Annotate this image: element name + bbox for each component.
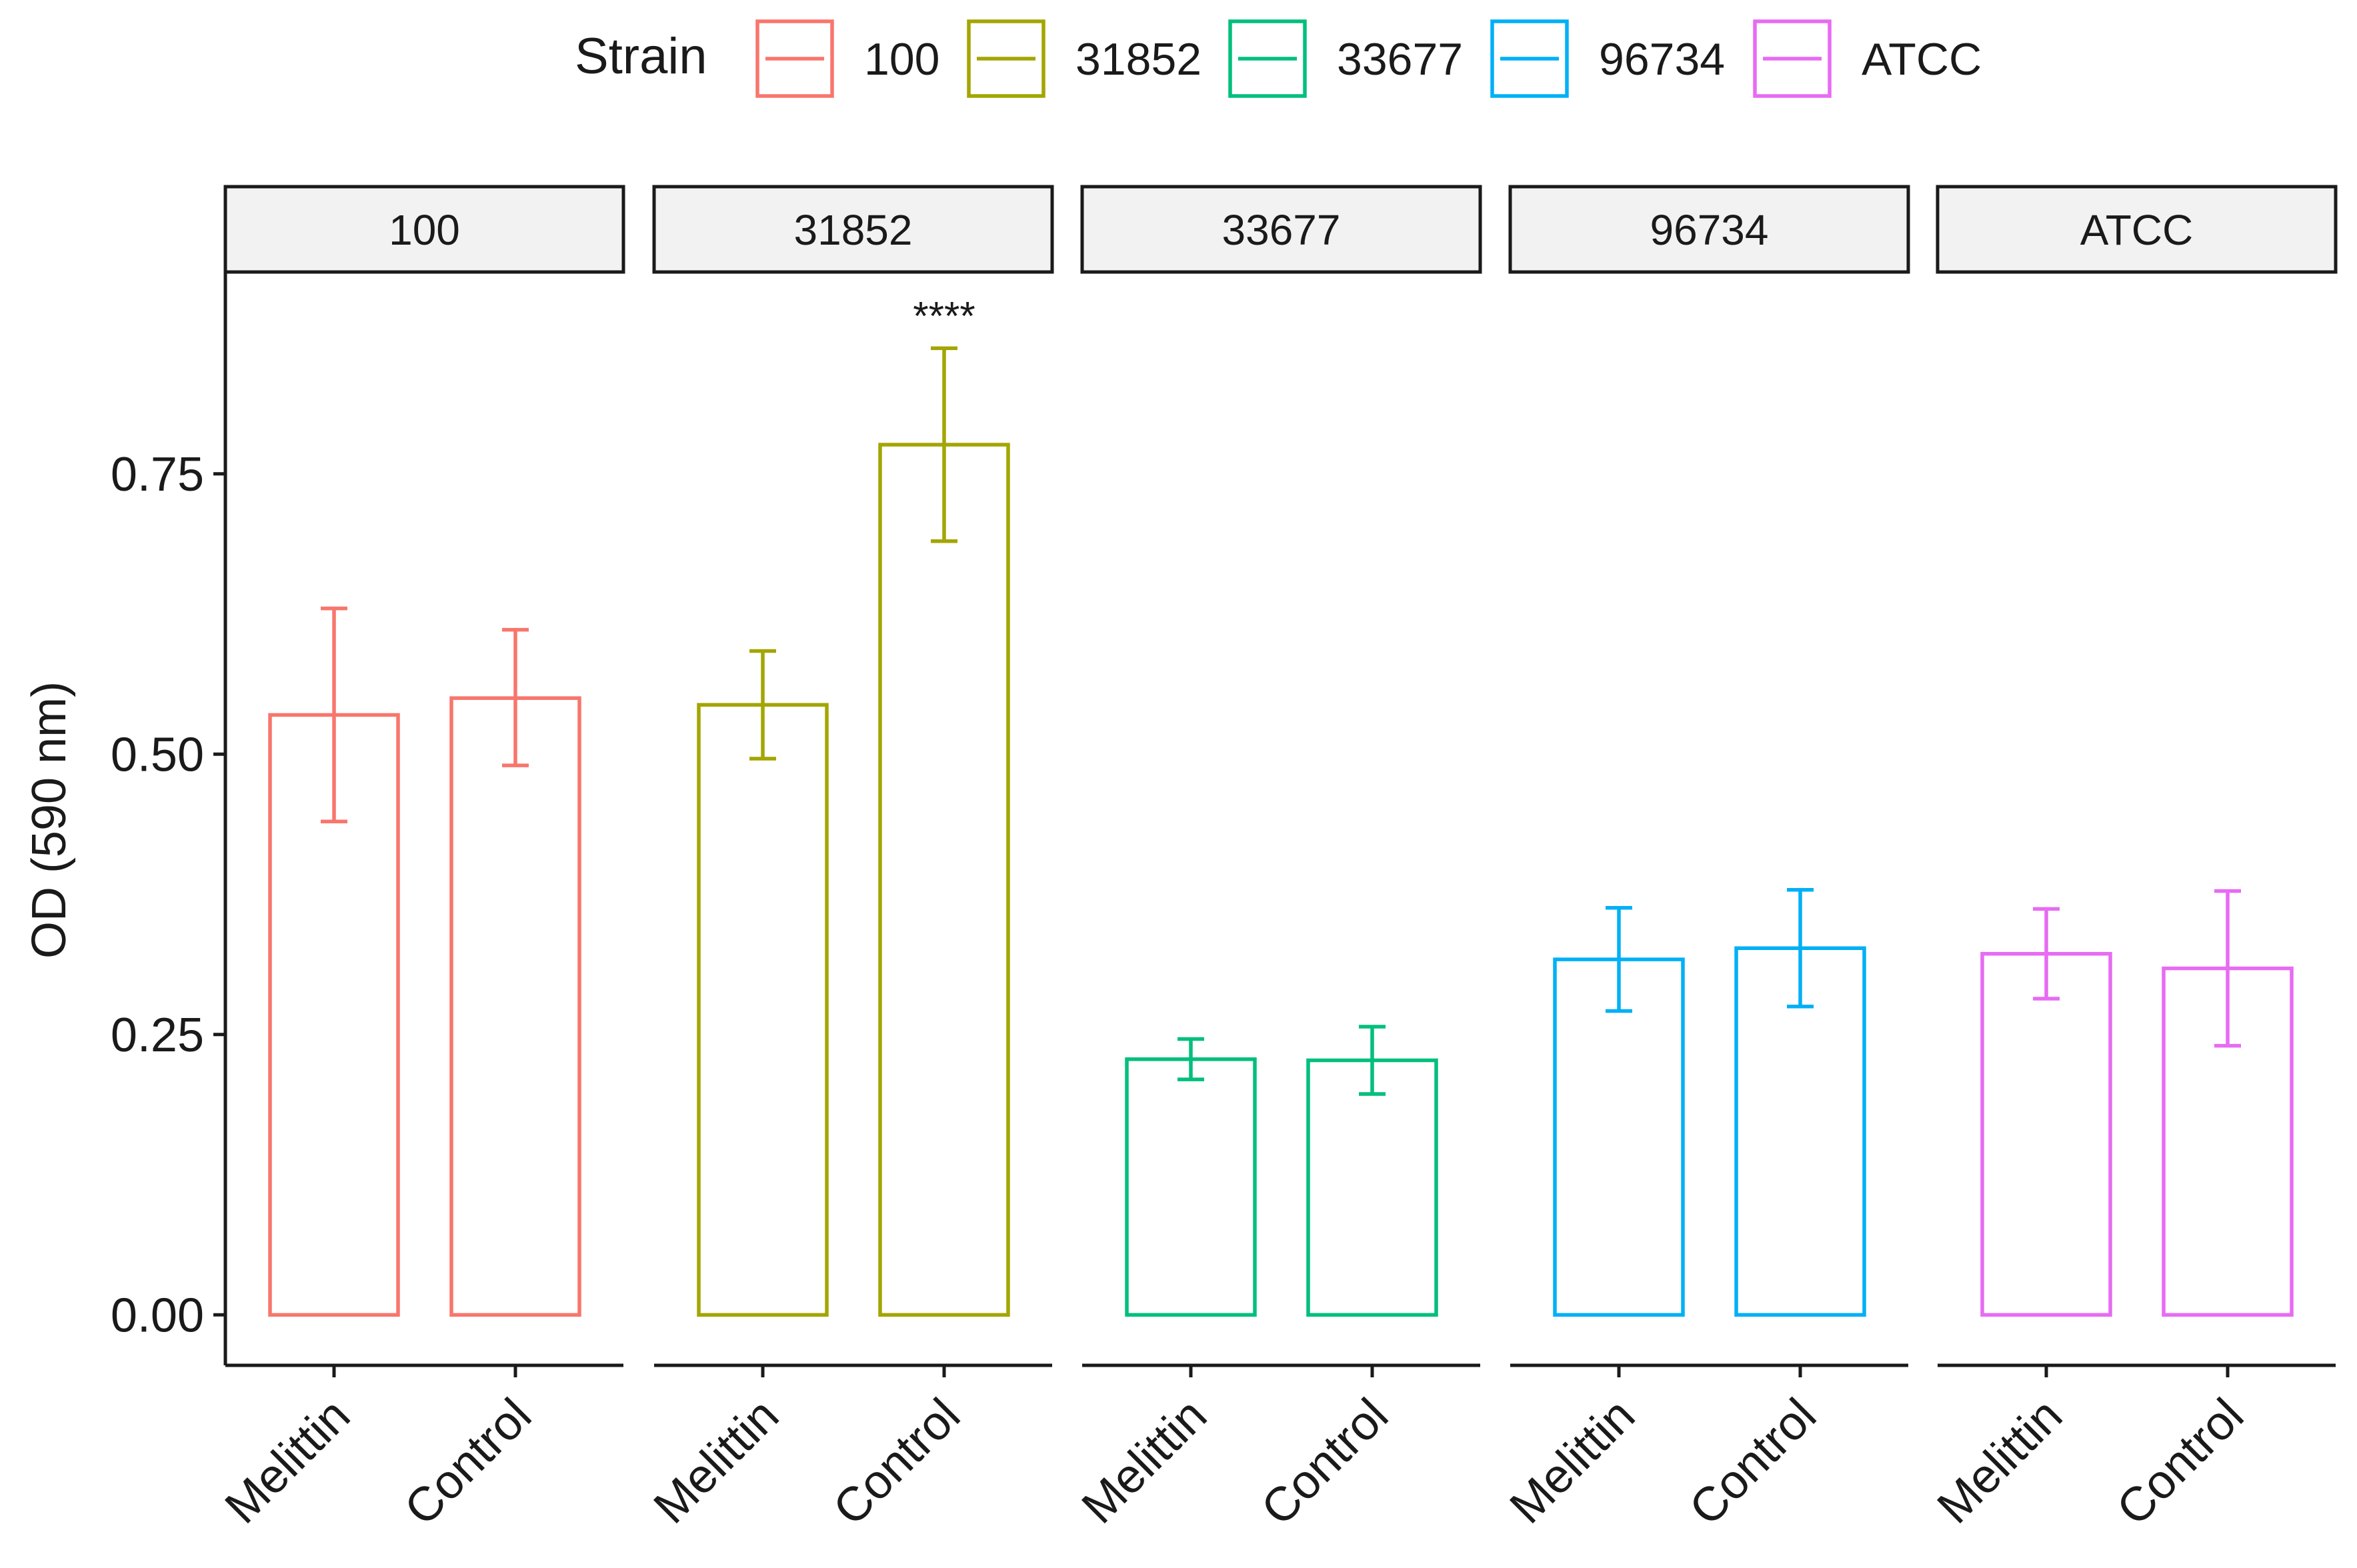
x-tick-label: Melittin — [1927, 1389, 2072, 1534]
legend-key — [755, 19, 834, 98]
y-tick-label: 0.50 — [111, 728, 204, 781]
legend-entry-96734: 96734 — [1490, 19, 1725, 98]
x-tick-label: Control — [1252, 1389, 1399, 1536]
facet-strip-label: 33677 — [1222, 206, 1341, 254]
legend-key — [1490, 19, 1569, 98]
facet-strip-label: 100 — [389, 206, 460, 254]
bar-ATCC-melittin — [1980, 951, 2112, 1317]
facet-strip — [652, 185, 1054, 274]
y-axis: OD (590 nm) 0.00 0.25 0.50 0.75 — [23, 272, 227, 1365]
bar-100-control — [449, 696, 581, 1317]
legend-entry-100: 100 — [755, 19, 939, 98]
bar-31852-melittin — [697, 703, 829, 1317]
legend-entry-33677: 33677 — [1228, 19, 1463, 98]
facet-panel-33677: 33677 Melittin Control — [1071, 185, 1482, 1536]
bar-33677-melittin — [1125, 1057, 1257, 1317]
legend-entry-31852: 31852 — [967, 19, 1202, 98]
facet-strip-label: 31852 — [794, 206, 913, 254]
legend-entry-ATCC: ATCC — [1753, 19, 1982, 98]
facet-panel-ATCC: ATCC Melittin Control — [1927, 185, 2338, 1536]
x-tick-label: Control — [395, 1389, 542, 1536]
x-tick-label: Melittin — [1071, 1389, 1217, 1534]
significance-label: **** — [913, 293, 975, 338]
x-tick-label: Melittin — [215, 1389, 360, 1534]
legend-title: Strain — [575, 28, 707, 85]
y-tick-label: 0.75 — [111, 448, 204, 501]
y-axis-label: OD (590 nm) — [23, 681, 76, 959]
x-tick-label: Melittin — [643, 1389, 789, 1534]
x-tick-label: Control — [823, 1389, 971, 1536]
bar-31852-control — [878, 443, 1010, 1317]
legend-label: 100 — [864, 34, 939, 85]
facet-panel-31852: 31852 Melittin Control **** — [643, 185, 1054, 1536]
legend-label: 31852 — [1075, 34, 1202, 85]
facet-strip — [1936, 185, 2338, 274]
y-tick-label: 0.25 — [111, 1009, 204, 1062]
y-tick-label: 0.00 — [111, 1289, 204, 1342]
legend-label: 96734 — [1599, 34, 1725, 85]
x-tick-label: Control — [1680, 1389, 1827, 1536]
facet-strip-label: 96734 — [1650, 206, 1769, 254]
legend: Strain 100 31852 33677 96734 ATCC — [575, 19, 1982, 98]
bar-33677-control — [1306, 1058, 1438, 1317]
legend-label: ATCC — [1862, 34, 1982, 85]
x-tick-label: Control — [2107, 1389, 2254, 1536]
facet-strip-label: ATCC — [2080, 206, 2193, 254]
facet-panel-100: 100 Melittin Control — [215, 185, 625, 1536]
facet-panel-96734: 96734 Melittin Control — [1500, 185, 1910, 1536]
legend-key — [1753, 19, 1832, 98]
legend-key — [967, 19, 1045, 98]
x-tick-label: Melittin — [1500, 1389, 1645, 1534]
facet-strip — [223, 185, 625, 274]
legend-label: 33677 — [1337, 34, 1463, 85]
facet-strip — [1080, 185, 1482, 274]
legend-key — [1228, 19, 1307, 98]
facet-strip — [1508, 185, 1910, 274]
